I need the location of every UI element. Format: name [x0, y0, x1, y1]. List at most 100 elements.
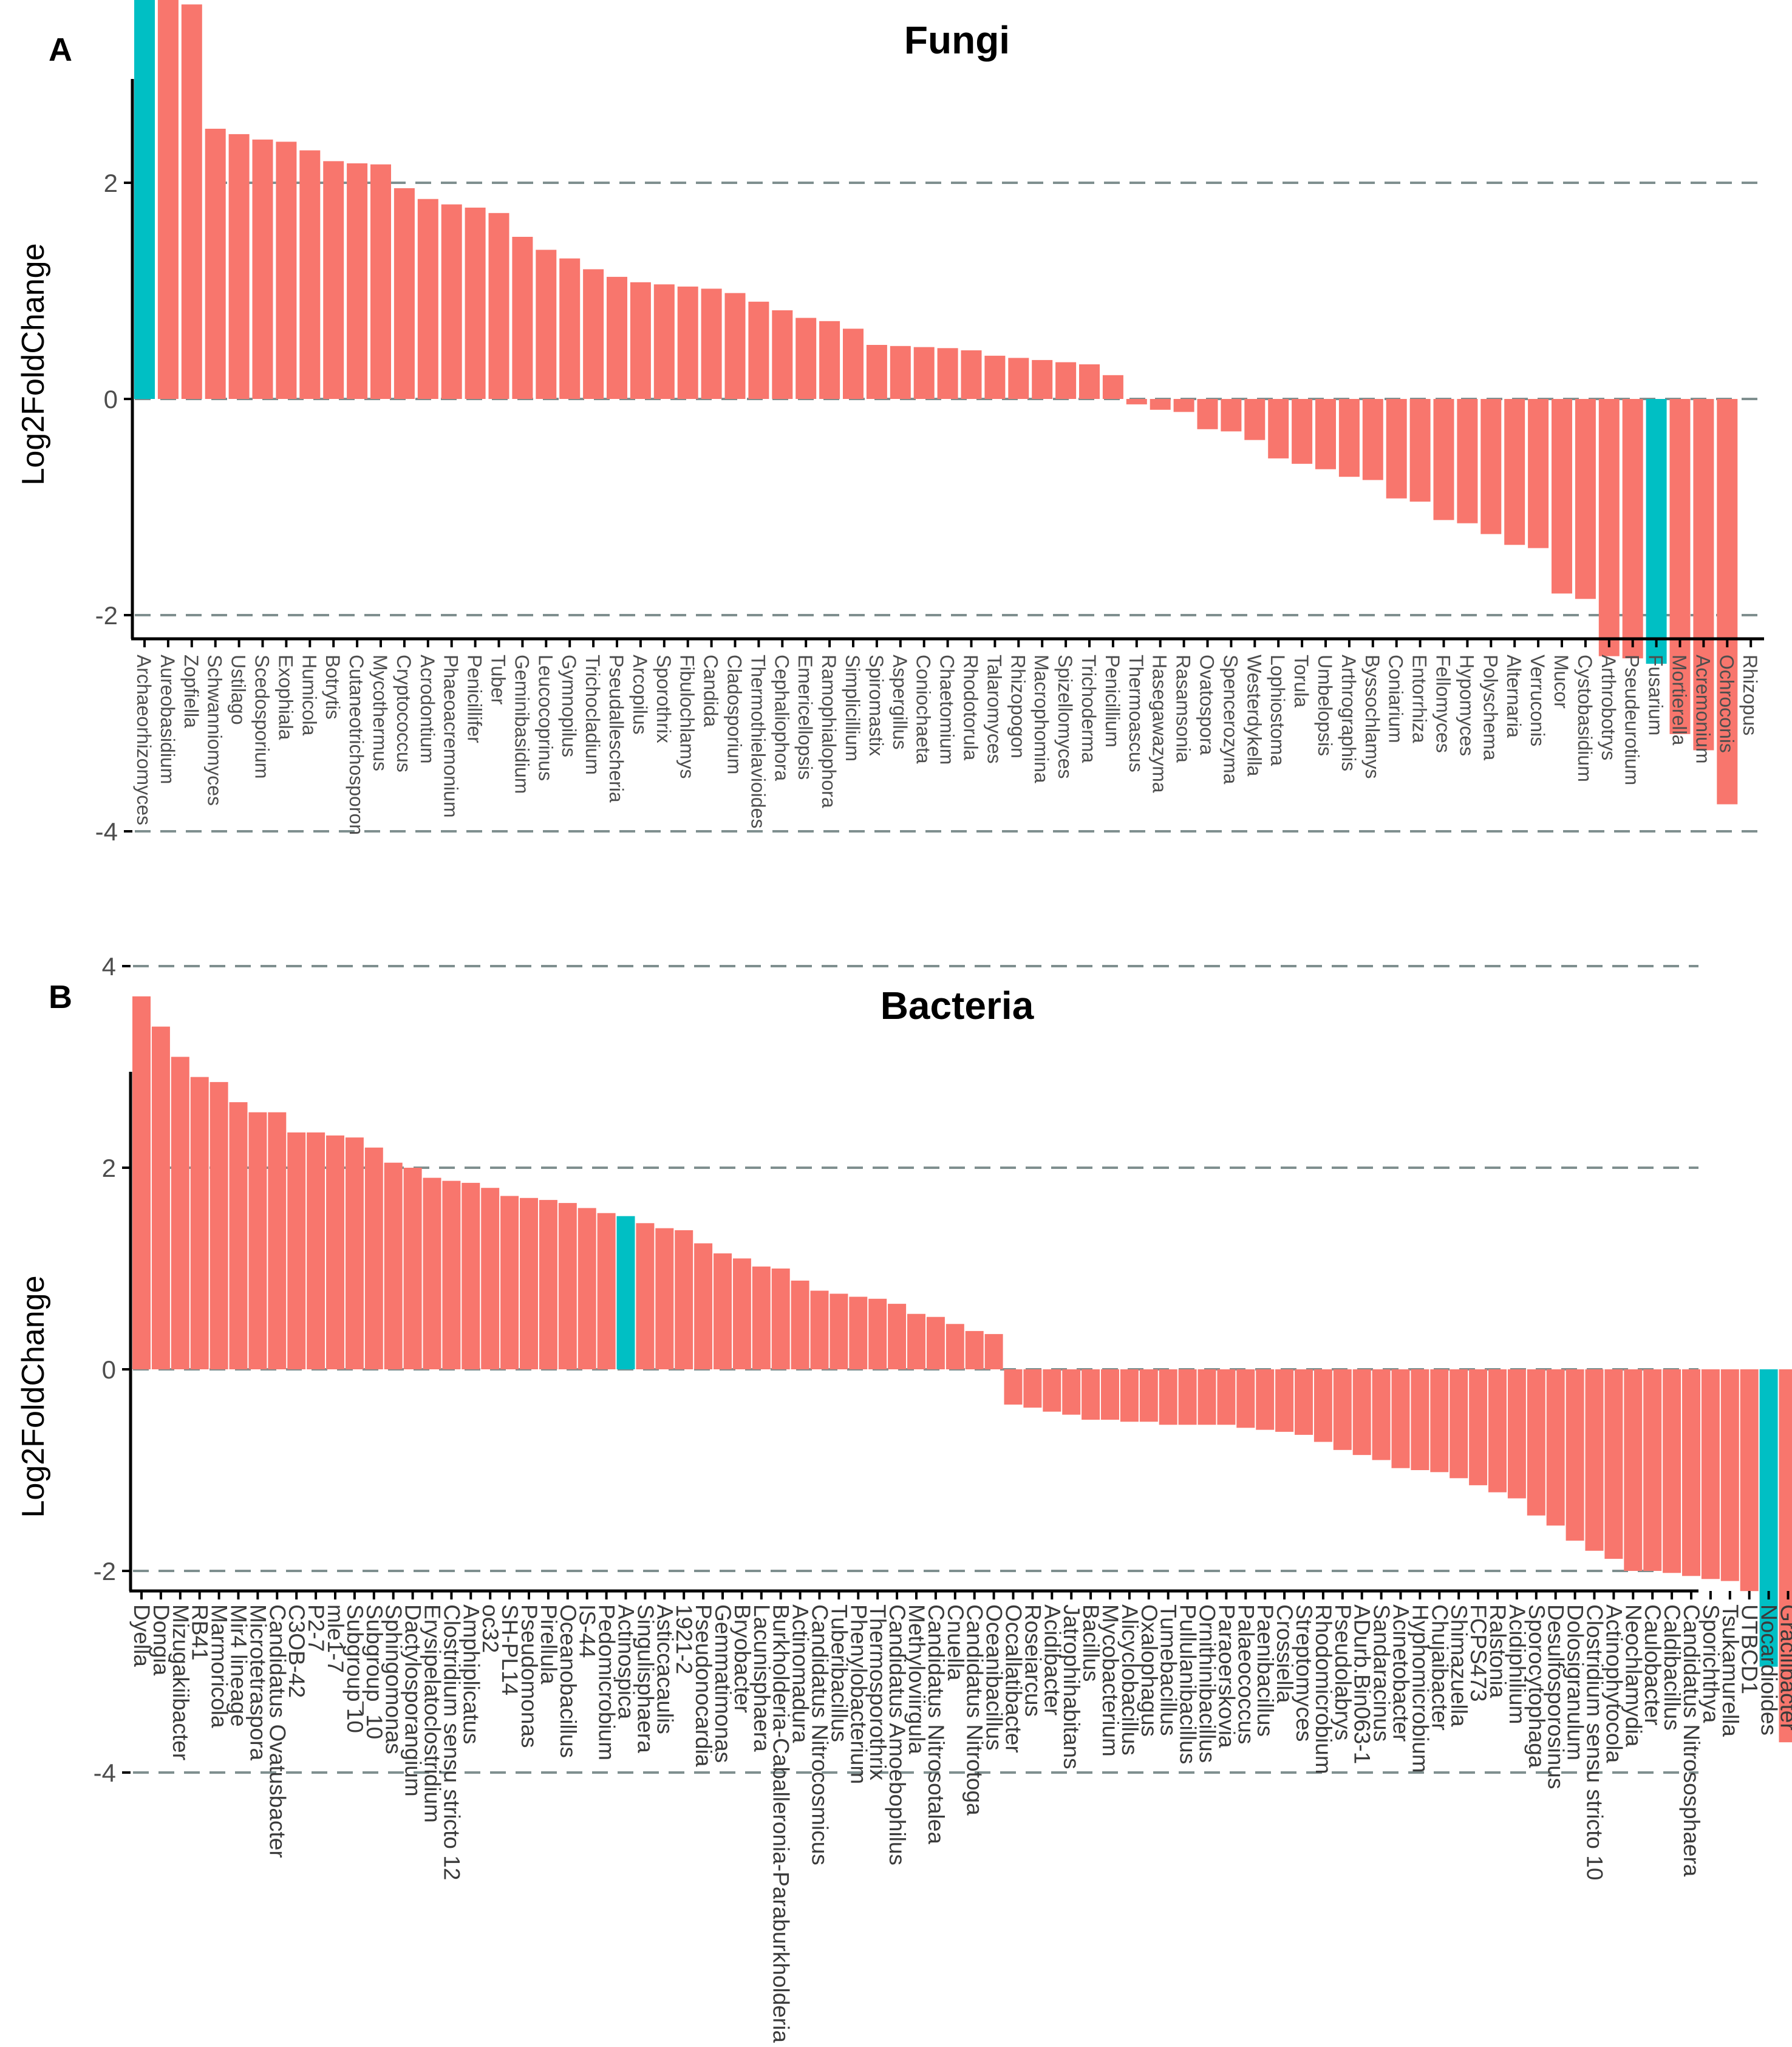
- y-ticks-bacteria: -4 -2 0 2 4: [94, 952, 131, 1787]
- x-tick-label-palaeococcus: Palaeococcus: [1233, 1604, 1258, 1744]
- x-tick-label-sh-pl14: SH-PL14: [497, 1604, 522, 1695]
- bar-bryobacter: [732, 1258, 751, 1369]
- x-tick-label-hypomyces: Hypomyces: [1456, 655, 1477, 756]
- x-tick-label-sporichthya: Sporichthya: [1698, 1604, 1723, 1723]
- bar-ovatospora: [1197, 399, 1218, 429]
- x-tick-label-simplicillium: Simplicillium: [842, 655, 864, 761]
- x-tick-label-amphiplicatus: Amphiplicatus: [458, 1604, 483, 1744]
- bar-humicola: [299, 150, 321, 399]
- x-tick-label-pedomicrobium: Pedomicrobium: [594, 1604, 619, 1760]
- bar-gracilibacter: [1779, 1369, 1792, 1743]
- x-tick-label-thermoascus: Thermoascus: [1125, 655, 1147, 772]
- bar-penicillifer: [465, 207, 486, 399]
- bar-arthrobotrys: [1598, 399, 1620, 656]
- bar-subgroup-10: [364, 1147, 383, 1369]
- bar-zopfiella: [181, 4, 202, 400]
- bar-gymnopilus: [559, 258, 581, 399]
- x-tick-label-fcps473: FCPS473: [1466, 1604, 1491, 1701]
- x-tick-label-1921-2: 1921-2: [672, 1604, 697, 1674]
- bar-asticcacaulis: [655, 1228, 674, 1369]
- x-tick-label-gymnopilus: Gymnopilus: [558, 655, 580, 757]
- x-tick-label-trichoderma: Trichoderma: [1078, 655, 1100, 763]
- bar-candidatus-amoebophilus: [888, 1304, 907, 1369]
- bar-ochroconis: [1717, 399, 1738, 805]
- x-ticks-fungi: Archaeorhizomyces Aureobasidium Zopfiella S…: [133, 639, 1761, 835]
- x-tick-label-scedosporium: Scedosporium: [251, 655, 273, 779]
- bar-actinomadura: [791, 1280, 809, 1369]
- x-tick-label-botrytis: Botrytis: [322, 655, 344, 720]
- bar-oc32: [481, 1188, 500, 1369]
- bar-mycothermus: [370, 164, 391, 399]
- x-tick-label-utbcd1: UTBCD1: [1737, 1604, 1762, 1694]
- x-tick-label-rhizopus: Rhizopus: [1739, 655, 1761, 735]
- x-tick-label-thermothielavioides: Thermothielavioides: [747, 655, 769, 828]
- x-tick-label-burkholderia-caballeronia-paraburkholderia: Burkholderia-Caballeronia-Paraburkholder…: [769, 1604, 794, 2043]
- bar-1921-2: [675, 1230, 693, 1369]
- bar-adurb-bin063-1: [1352, 1369, 1371, 1456]
- x-tick-label-candidatus-ovatusbacter: Candidatus Ovatusbacter: [265, 1604, 290, 1858]
- bar-fcps473: [1469, 1369, 1488, 1485]
- axes-bacteria: [129, 1072, 1698, 1593]
- bar-pseudolabrys: [1333, 1369, 1352, 1450]
- bar-jatrophihabitans: [1062, 1369, 1081, 1415]
- bar-dactylosporangium: [403, 1168, 422, 1369]
- bar-schwanniomyces: [205, 129, 226, 399]
- x-tick-label-fusarium: Fusarium: [1645, 655, 1667, 735]
- x-tick-label-geminibasidium: Geminibasidium: [511, 655, 533, 794]
- x-tick-label-umbelopsis: Umbelopsis: [1314, 655, 1336, 756]
- x-tick-label-coniochaeta: Coniochaeta: [913, 655, 935, 764]
- x-tick-label-rasamsonia: Rasamsonia: [1173, 655, 1194, 763]
- bar-ornithinibacillus: [1198, 1369, 1216, 1425]
- bar-rhizopogon: [1008, 358, 1029, 399]
- x-tick-label-oc32: oc32: [478, 1604, 503, 1653]
- bar-shimazuella: [1450, 1369, 1468, 1479]
- x-tick-label-macrophomina: Macrophomina: [1031, 655, 1052, 783]
- bar-tuber: [488, 213, 509, 399]
- x-tick-label-sporocytophaga: Sporocytophaga: [1524, 1604, 1549, 1768]
- bar-ramophialophora: [819, 321, 840, 399]
- x-tick-label-cladosporium: Cladosporium: [724, 655, 746, 774]
- bar-mizugakiibacter: [171, 1057, 189, 1369]
- bar-p2-7: [307, 1132, 325, 1369]
- x-tick-label-phaeoacremonium: Phaeoacremonium: [440, 655, 462, 818]
- x-tick-label-entorrhiza: Entorrhiza: [1409, 655, 1431, 743]
- x-tick-label-acidibacter: Acidibacter: [1040, 1604, 1065, 1715]
- panel-letter-a: A: [49, 32, 72, 68]
- bar-tumebacillus: [1159, 1369, 1177, 1425]
- x-tick-label-dactylosporangium: Dactylosporangium: [401, 1604, 426, 1797]
- bar-candida: [701, 288, 722, 399]
- chart-title-fungi: Fungi: [904, 18, 1010, 62]
- x-ticks-bacteria: DyellaDongiaMizugakiibacterRB41Marmorico…: [129, 1591, 1792, 2043]
- x-tick-label-mir4-lineage: Mir4 lineage: [227, 1604, 251, 1727]
- bar-trichoderma: [1079, 364, 1100, 399]
- bar-fellomyces: [1433, 399, 1454, 520]
- x-tick-label-acidiphilium: Acidiphilium: [1505, 1604, 1530, 1724]
- x-tick-label-paenibacillus: Paenibacillus: [1253, 1604, 1278, 1737]
- x-tick-label-pseudolabrys: Pseudolabrys: [1330, 1604, 1355, 1740]
- x-tick-label-cystobasidium: Cystobasidium: [1574, 655, 1596, 782]
- bar-cryptococcus: [393, 188, 415, 399]
- bar-pseudeurotium: [1622, 399, 1643, 659]
- x-tick-label-neochlamydia: Neochlamydia: [1621, 1604, 1646, 1747]
- bar-lophiostoma: [1268, 399, 1289, 458]
- bar-arthrographis: [1338, 399, 1360, 477]
- y-tick-label: 4: [102, 952, 116, 981]
- bar-byssochlamys: [1362, 399, 1383, 480]
- bar-penicillium: [1102, 375, 1123, 399]
- x-tick-label-gracilibacter: Gracilibacter: [1776, 1604, 1792, 1731]
- x-tick-label-cutaneotrichosporon: Cutaneotrichosporon: [346, 655, 367, 835]
- bar-archaeorhizomyces: [134, 0, 155, 399]
- bar-ustilago: [228, 134, 250, 399]
- x-tick-label-polyschema: Polyschema: [1479, 655, 1501, 761]
- x-tick-label-tuber: Tuber: [488, 655, 509, 705]
- bar-exophiala: [276, 141, 297, 399]
- bar-tsukamurella: [1720, 1369, 1739, 1581]
- bar-mir4-lineage: [229, 1102, 248, 1369]
- x-tick-label-pseudomonas: Pseudomonas: [517, 1604, 542, 1748]
- x-tick-label-dyella: Dyella: [129, 1604, 154, 1667]
- x-tick-label-candidatus-amoebophilus: Candidatus Amoebophilus: [885, 1604, 910, 1865]
- x-tick-label-rhizopogon: Rhizopogon: [1007, 655, 1029, 758]
- x-tick-label-jatrophihabitans: Jatrophihabitans: [1059, 1604, 1084, 1769]
- x-tick-label-aureobasidium: Aureobasidium: [157, 655, 179, 784]
- x-tick-label-oceanibacillus: Oceanibacillus: [982, 1604, 1007, 1751]
